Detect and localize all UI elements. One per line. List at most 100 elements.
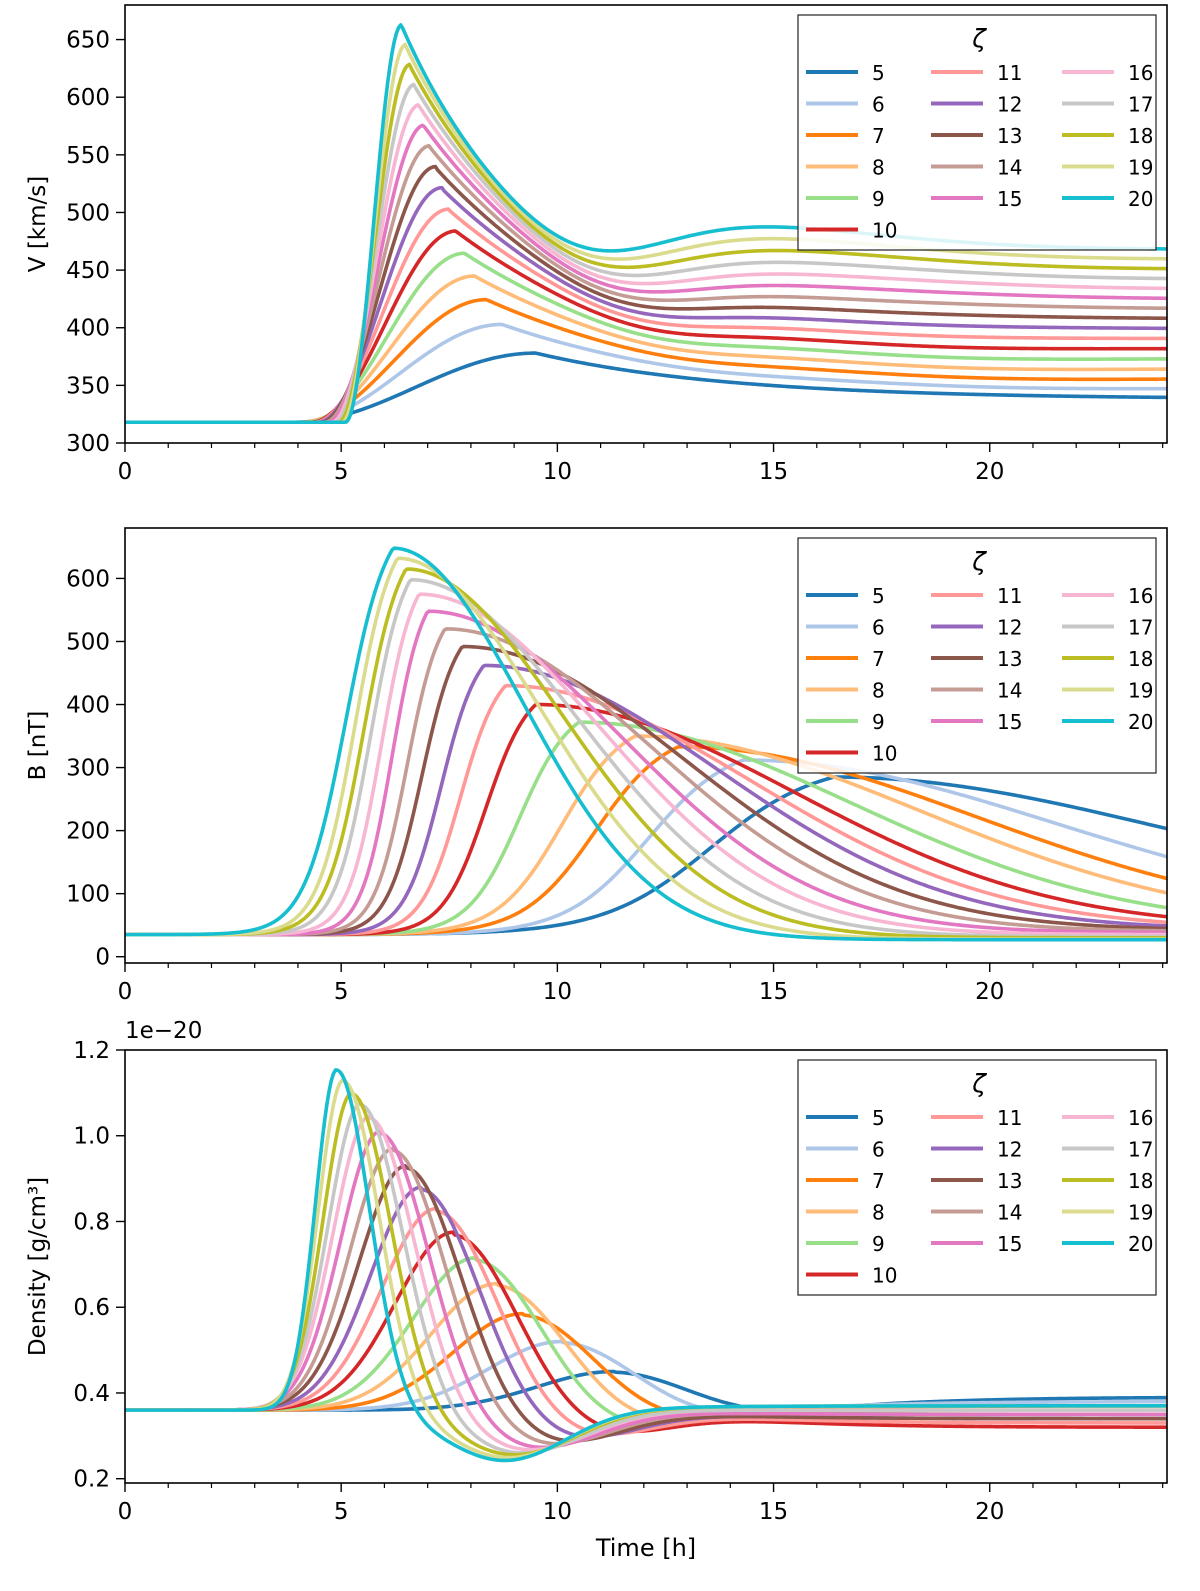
x-tick-label: 0	[118, 1499, 133, 1525]
legend-label-zeta-8: 8	[872, 1201, 885, 1225]
legend-title: ζ	[971, 547, 987, 576]
legend-label-zeta-19: 19	[1128, 679, 1153, 703]
x-tick-label: 20	[975, 979, 1004, 1005]
y-tick-label: 0.6	[73, 1295, 110, 1321]
y-tick-label: 450	[66, 258, 110, 284]
x-tick-label: 10	[543, 459, 572, 485]
x-tick-label: 0	[118, 459, 133, 485]
plot-frame	[124, 527, 1168, 964]
x-tick-label: 10	[543, 979, 572, 1005]
series-line-zeta-20	[125, 546, 1167, 942]
legend-box	[797, 14, 1157, 251]
legend-label-zeta-10: 10	[872, 742, 897, 766]
y-tick-label: 400	[66, 316, 110, 342]
y-tick-label: 650	[66, 28, 110, 54]
series-line-zeta-20	[125, 1068, 1167, 1463]
y-offset-text: 1e−20	[125, 1018, 202, 1044]
plot-frame	[124, 1049, 1168, 1484]
series-line-zeta-13	[125, 1164, 1167, 1443]
y-axis-label: V [km/s]	[25, 176, 51, 272]
legend-label-zeta-5: 5	[872, 1106, 885, 1130]
legend-label-zeta-12: 12	[997, 616, 1022, 640]
legend-label-zeta-16: 16	[1128, 584, 1153, 608]
x-tick-label: 15	[759, 459, 788, 485]
legend-label-zeta-14: 14	[997, 156, 1022, 180]
legend-label-zeta-20: 20	[1128, 187, 1153, 211]
legend-label-zeta-11: 11	[997, 584, 1022, 608]
legend-label-zeta-6: 6	[872, 1138, 885, 1162]
legend-label-zeta-15: 15	[997, 1232, 1022, 1256]
legend-label-zeta-20: 20	[1128, 710, 1153, 734]
legend-label-zeta-14: 14	[997, 679, 1022, 703]
legend-label-zeta-6: 6	[872, 616, 885, 640]
y-tick-label: 400	[66, 693, 110, 719]
legend-label-zeta-19: 19	[1128, 156, 1153, 180]
chart-panel-3: 0 5 10 15 20 0.2 0.4 0.6 0.8 1.0 1.2 Density [g/cm³…	[25, 1018, 1168, 1562]
y-tick-label: 300	[66, 431, 110, 457]
legend-label-zeta-10: 10	[872, 219, 897, 243]
y-tick-label: 0.8	[73, 1209, 110, 1235]
series-line-zeta-11	[125, 1206, 1167, 1436]
legend-label-zeta-16: 16	[1128, 1106, 1153, 1130]
legend-title: ζ	[971, 24, 987, 53]
x-tick-label: 0	[118, 979, 133, 1005]
y-tick-label: 0	[95, 945, 110, 971]
legend-label-zeta-17: 17	[1128, 616, 1153, 640]
legend-label-zeta-11: 11	[997, 1106, 1022, 1130]
legend-label-zeta-5: 5	[872, 61, 885, 85]
legend-label-zeta-14: 14	[997, 1201, 1022, 1225]
y-tick-label: 0.2	[73, 1467, 110, 1493]
series-line-zeta-17	[125, 577, 1167, 939]
legend-box	[797, 1059, 1157, 1296]
legend-box	[797, 537, 1157, 774]
y-tick-label: 200	[66, 819, 110, 845]
legend-label-zeta-9: 9	[872, 710, 885, 734]
legend-label-zeta-6: 6	[872, 93, 885, 117]
series-line-zeta-16	[125, 592, 1167, 937]
y-tick-label: 600	[66, 85, 110, 111]
legend-label-zeta-17: 17	[1128, 1138, 1153, 1162]
legend-label-zeta-13: 13	[997, 124, 1022, 148]
legend-label-zeta-7: 7	[872, 647, 885, 671]
series-group	[125, 546, 1167, 942]
x-tick-label: 5	[334, 459, 349, 485]
series-group	[125, 1068, 1167, 1463]
series-line-zeta-17	[125, 1102, 1167, 1455]
y-tick-label: 1.2	[73, 1038, 110, 1064]
legend-label-zeta-16: 16	[1128, 61, 1153, 85]
legend-label-zeta-18: 18	[1128, 1169, 1153, 1193]
legend-label-zeta-9: 9	[872, 1232, 885, 1256]
y-tick-label: 600	[66, 566, 110, 592]
legend-label-zeta-17: 17	[1128, 93, 1153, 117]
x-tick-label: 15	[759, 979, 788, 1005]
x-tick-label: 20	[975, 459, 1004, 485]
legend: ζ 5 6 7 8 9 10 11 12 13 14 15 16 17 18 19 20	[797, 1059, 1157, 1296]
y-tick-label: 550	[66, 143, 110, 169]
legend-label-zeta-7: 7	[872, 124, 885, 148]
legend-label-zeta-20: 20	[1128, 1232, 1153, 1256]
y-tick-label: 1.0	[73, 1124, 110, 1150]
chart-panel-1: 0 5 10 15 20 300 350 400 450 500 550 600 650 V [km/s]…	[25, 4, 1168, 485]
x-tick-label: 15	[759, 1499, 788, 1525]
legend-label-zeta-15: 15	[997, 710, 1022, 734]
legend-label-zeta-13: 13	[997, 647, 1022, 671]
series-line-zeta-15	[125, 1129, 1167, 1450]
legend-label-zeta-8: 8	[872, 679, 885, 703]
y-axis-label: B [nT]	[25, 711, 51, 781]
legend-label-zeta-10: 10	[872, 1264, 897, 1288]
x-tick-label: 20	[975, 1499, 1004, 1525]
x-axis-label: Time [h]	[595, 1534, 696, 1562]
legend-label-zeta-9: 9	[872, 187, 885, 211]
y-tick-label: 500	[66, 629, 110, 655]
x-tick-label: 5	[334, 979, 349, 1005]
legend-label-zeta-8: 8	[872, 156, 885, 180]
legend: ζ 5 6 7 8 9 10 11 12 13 14 15 16 17 18 19 20	[797, 14, 1157, 251]
legend-label-zeta-12: 12	[997, 93, 1022, 117]
legend-label-zeta-12: 12	[997, 1138, 1022, 1162]
y-axis-label: Density [g/cm³]	[25, 1177, 51, 1356]
legend-label-zeta-19: 19	[1128, 1201, 1153, 1225]
y-tick-label: 350	[66, 373, 110, 399]
